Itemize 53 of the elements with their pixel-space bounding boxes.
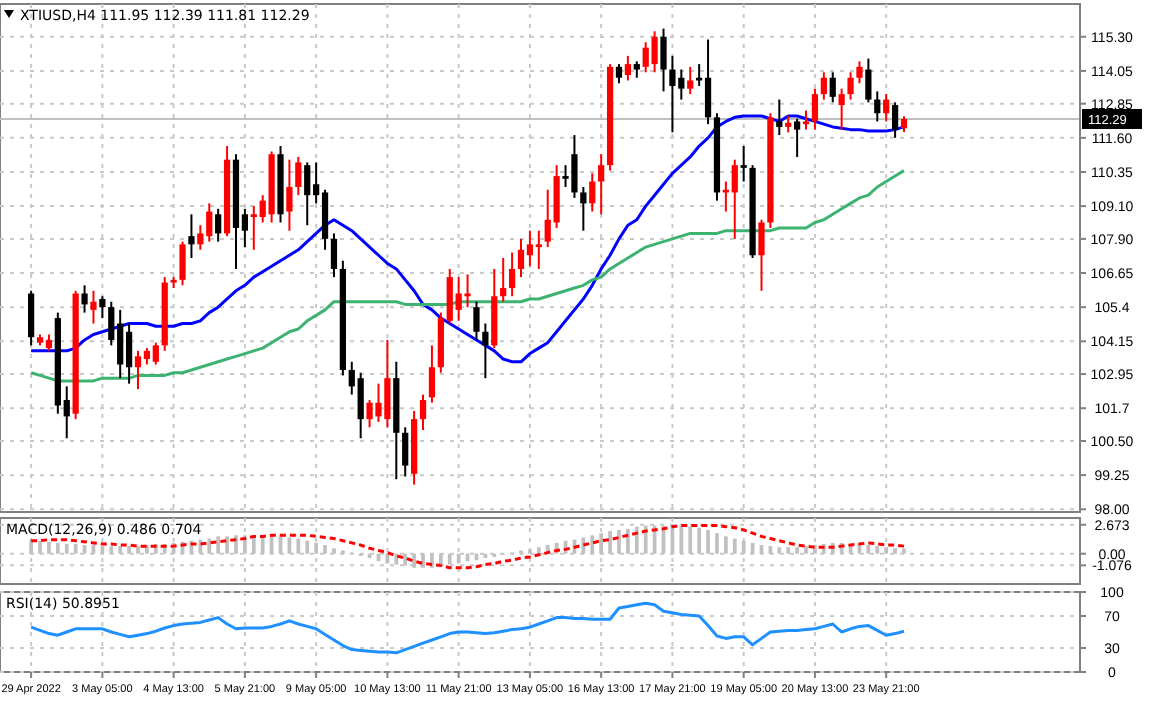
candlestick xyxy=(28,289,35,347)
candlestick xyxy=(669,54,676,134)
candlestick xyxy=(660,27,667,93)
candlestick xyxy=(865,57,872,104)
candlestick xyxy=(740,145,747,183)
candlestick xyxy=(687,65,694,96)
candlestick xyxy=(624,54,631,82)
candlestick xyxy=(794,117,801,158)
candlestick xyxy=(152,341,159,366)
candlestick xyxy=(820,71,827,101)
candlestick xyxy=(811,87,819,131)
candlestick xyxy=(482,322,489,380)
candlestick xyxy=(829,71,836,104)
candlestick xyxy=(419,393,427,432)
candlestick xyxy=(508,251,516,298)
candlestick xyxy=(179,240,186,287)
candlestick xyxy=(81,284,88,314)
candlestick xyxy=(99,295,106,320)
candlestick xyxy=(215,207,222,243)
candlestick xyxy=(589,172,596,213)
candlestick xyxy=(517,237,525,279)
candlestick xyxy=(704,38,712,126)
candlestick xyxy=(598,153,605,216)
candlestick xyxy=(500,257,507,303)
candlestick xyxy=(428,344,436,404)
candlestick xyxy=(776,98,783,137)
candlestick xyxy=(402,426,409,478)
candlestick xyxy=(526,229,534,268)
candlestick xyxy=(188,213,195,259)
candlestick xyxy=(304,161,311,227)
candlestick xyxy=(874,90,881,123)
candlestick xyxy=(357,371,364,440)
candlestick xyxy=(615,63,623,85)
candlestick xyxy=(580,185,587,232)
line-series xyxy=(29,169,906,383)
candlestick xyxy=(891,101,899,139)
candlestick xyxy=(856,60,863,85)
candlestick xyxy=(758,218,765,292)
candlestick xyxy=(838,87,845,131)
candlestick xyxy=(321,188,329,251)
candlestick xyxy=(134,349,142,391)
candlestick xyxy=(330,232,338,279)
candlestick xyxy=(125,322,133,385)
candlestick xyxy=(731,158,738,240)
candlestick xyxy=(651,30,658,74)
candlestick xyxy=(847,71,854,101)
candlestick xyxy=(535,229,542,270)
candlestick xyxy=(883,93,890,123)
candlestick xyxy=(90,289,97,325)
candlestick xyxy=(295,155,302,197)
candlestick xyxy=(286,158,293,232)
candlestick xyxy=(802,109,810,131)
candlestick xyxy=(473,300,480,341)
